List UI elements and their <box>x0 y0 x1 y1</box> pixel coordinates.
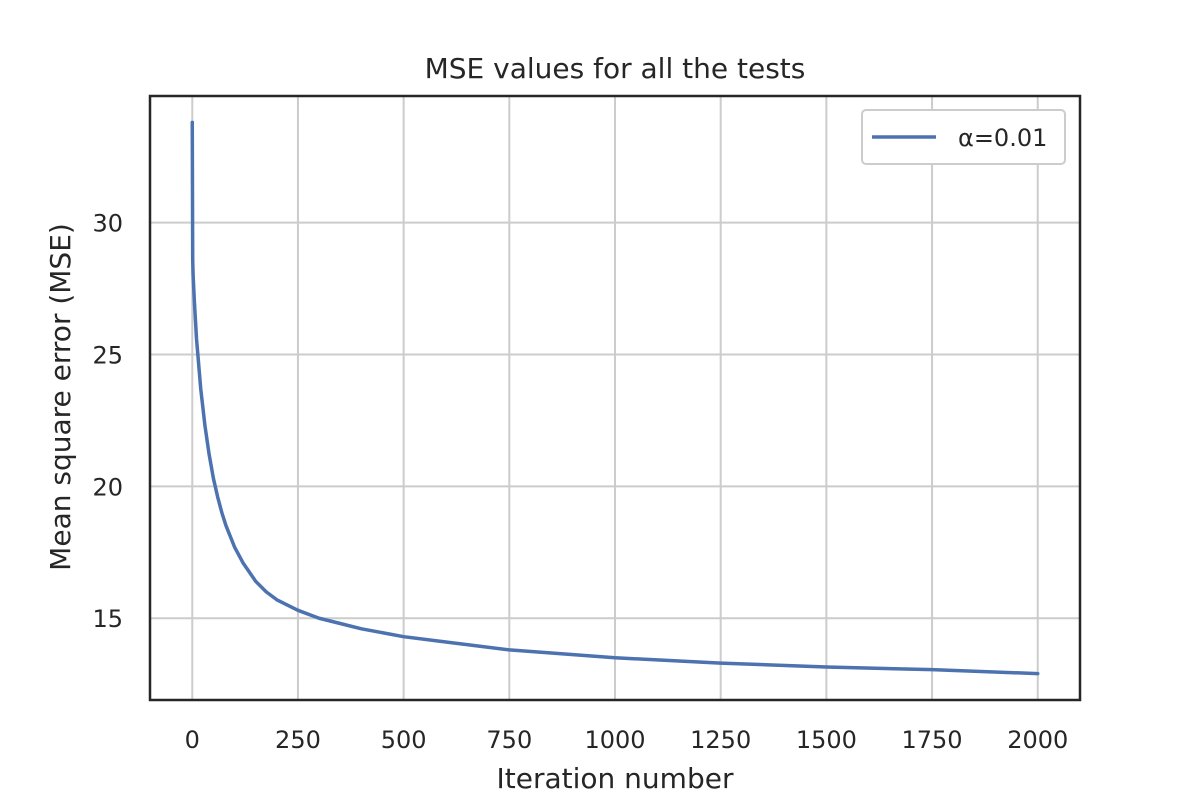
legend-box <box>861 109 1066 165</box>
y-tick-label: 20 <box>92 473 123 501</box>
series-layer <box>190 120 1040 676</box>
grid <box>150 96 1080 700</box>
x-axis-label: Iteration number <box>497 762 734 795</box>
x-tick-label: 1000 <box>584 726 645 754</box>
x-tick-label: 250 <box>275 726 321 754</box>
y-tick-label: 30 <box>92 210 123 238</box>
y-tick-labels: 15 20 25 30 <box>92 210 123 634</box>
x-tick-labels: 0 250 500 750 1000 1250 1500 1750 2000 <box>185 726 1069 754</box>
x-tick-label: 750 <box>486 726 532 754</box>
legend-label: α=0.01 <box>958 124 1047 152</box>
plot-frame <box>148 94 1082 702</box>
legend: α=0.01 <box>861 109 1066 165</box>
x-tick-label: 1750 <box>902 726 963 754</box>
x-tick-label: 0 <box>185 726 200 754</box>
series-line-0 <box>190 120 1040 676</box>
y-tick-label: 15 <box>92 605 123 633</box>
y-tick-label: 25 <box>92 341 123 369</box>
x-tick-label: 1250 <box>690 726 751 754</box>
x-tick-label: 2000 <box>1007 726 1068 754</box>
x-tick-label: 500 <box>381 726 427 754</box>
x-tick-label: 1500 <box>796 726 857 754</box>
chart-title: MSE values for all the tests <box>425 52 806 85</box>
y-axis-label: Mean square error (MSE) <box>44 223 77 571</box>
